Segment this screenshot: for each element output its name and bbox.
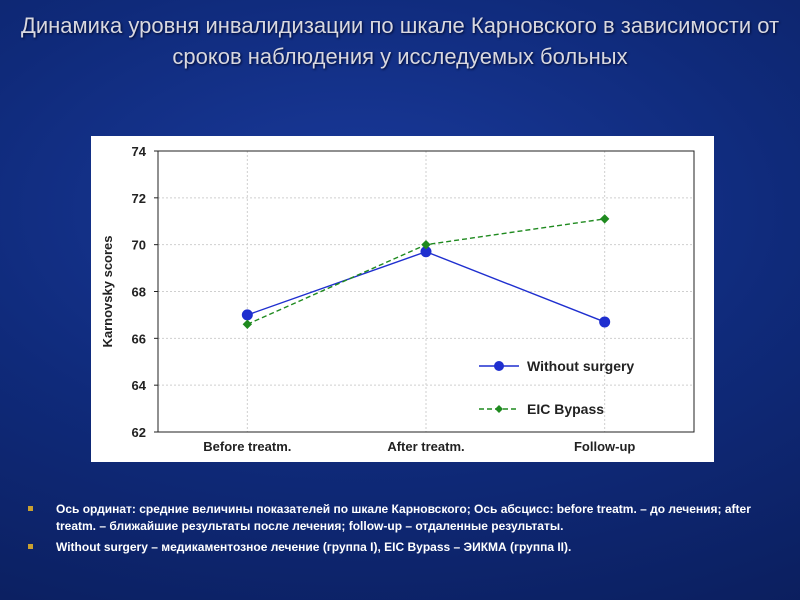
note-groups-text: Without surgery – медикаментозное лечени… bbox=[56, 540, 572, 554]
y-tick-label: 68 bbox=[132, 285, 146, 300]
series-1-point bbox=[242, 319, 253, 329]
legend-label-1: EIC Bypass bbox=[527, 401, 604, 417]
y-tick-label: 70 bbox=[132, 238, 146, 253]
series-1-point bbox=[421, 239, 431, 250]
note-groups: Without surgery – медикаментозное лечени… bbox=[28, 539, 778, 556]
notes-list: Ось ординат: средние величины показателе… bbox=[28, 501, 778, 560]
y-tick-label: 74 bbox=[132, 144, 147, 159]
legend-marker-1 bbox=[495, 405, 503, 413]
y-axis-label: Karnovsky scores bbox=[100, 235, 115, 347]
bullet-icon bbox=[28, 544, 33, 549]
y-tick-label: 72 bbox=[132, 191, 146, 206]
y-tick-label: 66 bbox=[132, 331, 146, 346]
x-tick-label: Before treatm. bbox=[203, 439, 291, 454]
series-0-point bbox=[241, 309, 253, 321]
y-tick-label: 64 bbox=[132, 378, 147, 393]
y-tick-label: 62 bbox=[132, 425, 146, 440]
chart-panel: 62 64 66 68 70 72 74 Before treatm. After treatm… bbox=[91, 136, 714, 462]
x-tick-label: After treatm. bbox=[387, 439, 464, 454]
bullet-icon bbox=[28, 506, 33, 511]
legend-label-0: Without surgery bbox=[527, 358, 634, 374]
series-0-point bbox=[599, 316, 611, 328]
note-axes-text: Ось ординат: средние величины показателе… bbox=[56, 502, 751, 533]
line-chart: 62 64 66 68 70 72 74 Before treatm. After treatm… bbox=[100, 144, 695, 454]
slide-title: Динамика уровня инвалидизации по шкале К… bbox=[20, 13, 780, 69]
legend-marker-0 bbox=[494, 361, 504, 371]
series-1-point bbox=[599, 214, 610, 224]
x-tick-label: Follow-up bbox=[574, 439, 635, 454]
note-axes: Ось ординат: средние величины показателе… bbox=[28, 501, 778, 535]
